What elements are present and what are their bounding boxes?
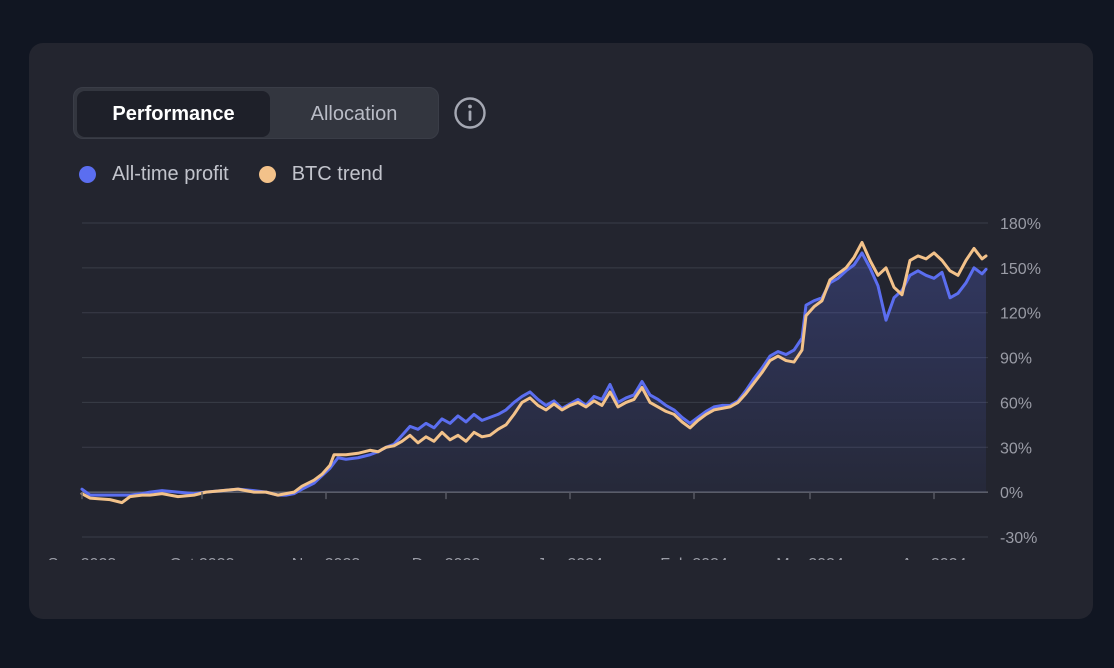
x-tick-label: Feb 2024: [660, 556, 728, 573]
x-tick-label: Apr 2024: [902, 556, 967, 573]
y-tick-label: 120%: [1000, 306, 1041, 323]
legend-dot-profit: [79, 165, 96, 183]
legend-item-btc[interactable]: BTC trend: [258, 162, 383, 186]
legend-label-btc: BTC trend: [291, 162, 383, 185]
x-tick-label: Dec 2023: [412, 556, 481, 573]
x-tick-label: Mar 2024: [776, 556, 844, 573]
x-tick-label: Oct 2023: [170, 556, 235, 573]
tab-performance[interactable]: Performance: [77, 91, 270, 137]
view-tabs: Performance Allocation: [73, 87, 439, 139]
y-tick-label: 90%: [1000, 351, 1032, 368]
x-tick-label: Jan 2024: [537, 556, 603, 573]
legend-dot-btc: [258, 165, 276, 183]
axes: -30% 0% 30% 60% 90% 120% 150% 180% Sep 2023 Oct 2…: [48, 216, 1041, 573]
legend-label-profit: All-time profit: [112, 162, 229, 185]
y-tick-label: 150%: [1000, 261, 1041, 278]
legend-item-profit[interactable]: All-time profit: [79, 163, 229, 186]
area-fill-profit: [82, 252, 986, 496]
y-tick-label: -30%: [1000, 530, 1037, 547]
series-lines: [80, 240, 988, 505]
y-tick-label: 180%: [1000, 216, 1041, 233]
y-tick-label: 0%: [1000, 485, 1023, 502]
y-tick-label: 30%: [1000, 440, 1032, 457]
area-layer: [82, 252, 986, 496]
series-line-btc: [80, 240, 988, 505]
info-circle-icon[interactable]: [454, 97, 486, 129]
x-tick-label: Nov 2023: [292, 556, 361, 573]
chart-legend: All-time profit BTC trend: [79, 161, 413, 187]
tab-allocation[interactable]: Allocation: [310, 103, 398, 125]
y-tick-label: 60%: [1000, 395, 1032, 412]
x-tick-label: Sep 2023: [48, 556, 117, 573]
